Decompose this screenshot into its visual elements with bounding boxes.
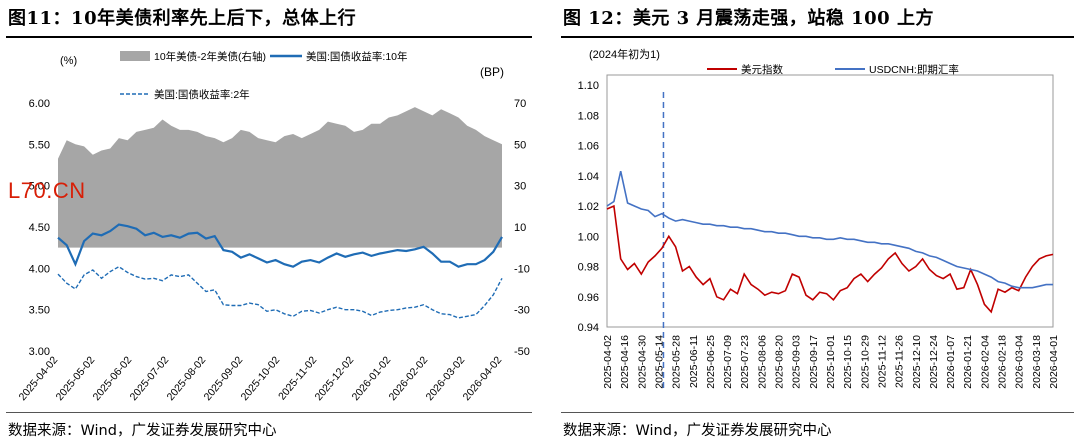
y2-tick-label: 50 [514, 139, 526, 151]
x-tick-label: 2025-09-03 [791, 335, 803, 389]
plot-border [606, 74, 1054, 328]
y-tick-label: 1.08 [578, 110, 599, 122]
legend-label-spread: 10年美债-2年美债(右轴) [154, 50, 266, 63]
y-tick-label: 5.00 [29, 181, 50, 193]
left-axis-unit: (%) [60, 55, 77, 67]
y-tick-label: 0.98 [578, 262, 599, 274]
right-chart-subtitle: (2024年初为1) [589, 47, 660, 61]
x-tick-label: 2026-04-01 [1048, 335, 1060, 389]
x-tick-label: 2026-02-18 [997, 335, 1009, 389]
y-tick-label: 0.96 [578, 292, 599, 304]
x-tick-label: 2026-03-18 [1031, 335, 1043, 389]
y-tick-label: 1.00 [578, 231, 599, 243]
watermark-text: L70.CN [8, 178, 86, 203]
x-tick-label: 2026-01-07 [945, 335, 957, 389]
y-tick-label: 3.50 [29, 305, 50, 317]
y-tick-label: 1.04 [578, 171, 599, 183]
legend-label-dxy: 美元指数 [741, 63, 783, 76]
y-tick-label: 5.50 [29, 139, 50, 151]
legend-label-2y: 美国:国债收益率:2年 [154, 88, 250, 101]
x-tick-label: 2025-09-17 [808, 335, 820, 389]
x-tick-label: 2025-04-16 [619, 335, 631, 389]
x-tick-label: 2025-11-26 [894, 335, 906, 388]
x-tick-label: 2025-08-20 [774, 335, 786, 389]
usdcnh-line [606, 171, 1053, 289]
x-tick-label: 2025-10-15 [842, 335, 854, 389]
x-tick-label: 2025-07-09 [722, 335, 734, 389]
legend-label-usdcnh: USDCNH:即期汇率 [869, 63, 959, 76]
y2-tick-label: -30 [514, 305, 530, 317]
y2-tick-label: 70 [514, 98, 526, 110]
y-tick-label: 0.94 [578, 322, 599, 334]
y-tick-label: 1.02 [578, 201, 599, 213]
x-tick-label: 2026-01-21 [962, 335, 974, 389]
us-2y-yield-line [57, 265, 503, 319]
x-tick-label: 2025-10-29 [859, 335, 871, 389]
y2-tick-label: -10 [514, 263, 530, 275]
right-axis-unit: (BP) [480, 65, 504, 79]
x-tick-label: 2025-04-02 [602, 335, 614, 389]
y-tick-label: 1.10 [578, 80, 599, 92]
right-chart-panel: 图 12：美元 3 月震荡走强，站稳 100 上方 (2024年初为1) 1.10… [555, 0, 1080, 446]
x-tick-label: 2025-08-06 [756, 335, 768, 389]
left-source-rule [6, 412, 532, 413]
left-source-note: 数据来源：Wind，广发证券发展研究中心 [8, 423, 277, 439]
x-tick-label: 2025-11-12 [876, 335, 888, 388]
x-tick-label: 2025-12-10 [911, 335, 923, 389]
left-title-rule [6, 36, 532, 38]
y2-tick-label: 30 [514, 181, 526, 193]
us-10y-yield-line [57, 223, 503, 268]
legend-label-10y: 美国:国债收益率:10年 [306, 50, 408, 63]
x-tick-label: 2025-07-23 [739, 335, 751, 389]
left-chart-title: 图11：10年美债利率先上后下，总体上行 [8, 8, 357, 29]
right-source-rule [561, 412, 1074, 413]
x-tick-label: 2025-04-30 [636, 335, 648, 389]
y-tick-label: 4.50 [29, 222, 50, 234]
dollar-index-line [606, 204, 1054, 314]
x-tick-label: 2025-06-11 [688, 335, 700, 388]
right-chart-title: 图 12：美元 3 月震荡走强，站稳 100 上方 [563, 8, 934, 29]
x-tick-label: 2025-10-01 [825, 335, 837, 389]
right-chart-svg: (2024年初为1) 1.10 1.08 1.06 1.04 1.02 1.00 0.98 0.… [578, 47, 1060, 389]
x-tick-label: 2025-12-24 [928, 335, 940, 389]
x-tick-label: 2025-05-28 [671, 335, 683, 389]
y2-tick-label: -50 [514, 346, 530, 358]
y-tick-label: 3.00 [29, 346, 50, 358]
right-title-rule [561, 36, 1074, 38]
spread-area [58, 107, 502, 248]
legend-swatch-spread [120, 51, 150, 61]
y-tick-label: 1.06 [578, 141, 599, 153]
x-tick-label: 2025-05-14 [653, 335, 665, 389]
x-tick-label: 2026-02-04 [979, 335, 991, 389]
y-tick-label: 6.00 [29, 98, 50, 110]
x-tick-label: 2025-06-25 [705, 335, 717, 389]
y2-tick-label: 10 [514, 222, 526, 234]
y-tick-label: 4.00 [29, 263, 50, 275]
x-tick-label: 2026-03-04 [1014, 335, 1026, 389]
right-source-note: 数据来源：Wind，广发证券发展研究中心 [563, 423, 832, 439]
left-chart-panel: 图11：10年美债利率先上后下，总体上行 (%) (BP) 6.00 5.50 5.00… [0, 0, 538, 446]
left-chart-svg: (%) (BP) 6.00 5.50 5.00 4.50 4.00 3.50 3.00 70 50 3… [17, 50, 530, 403]
x-tick-label: 2026-04-02 [461, 354, 505, 403]
